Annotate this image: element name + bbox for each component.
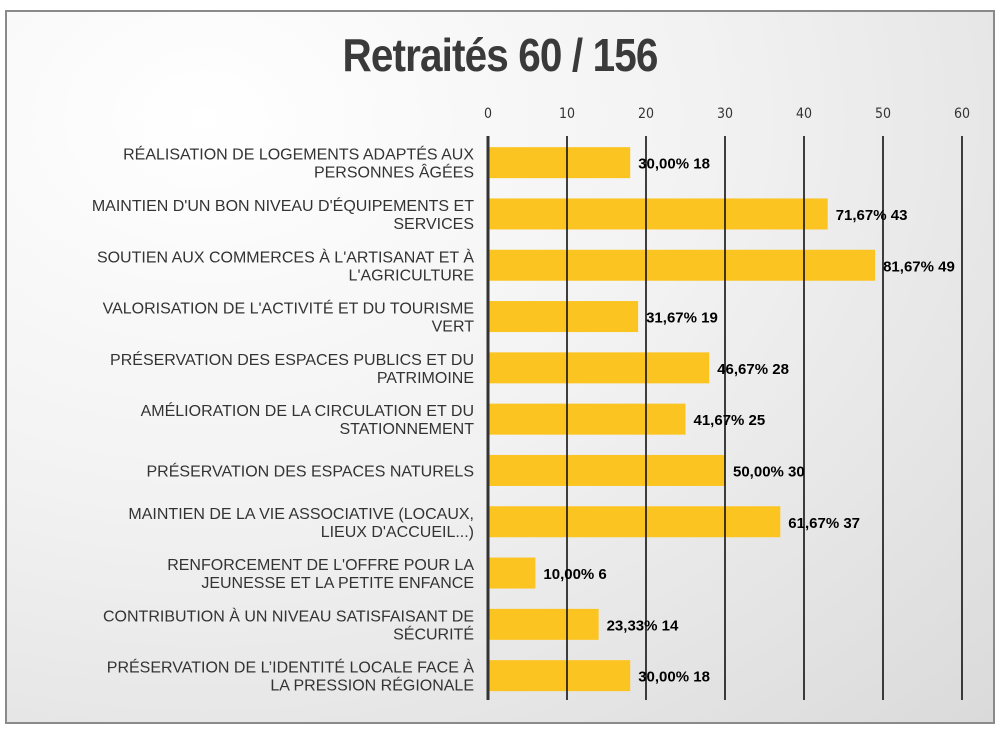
category-label: PATRIMOINE xyxy=(377,370,474,387)
data-label: 71,67% 43 xyxy=(836,207,908,224)
category-label: JEUNESSE ET LA PETITE ENFANCE xyxy=(201,575,474,592)
category-label: LIEUX D'ACCUEIL...) xyxy=(321,524,474,541)
bar xyxy=(488,557,536,589)
data-label: 10,00% 6 xyxy=(543,566,606,583)
x-tick-label: 10 xyxy=(559,106,575,122)
bar xyxy=(488,403,686,435)
category-label: VERT xyxy=(432,319,475,336)
category-label: AMÉLIORATION DE LA CIRCULATION ET DU xyxy=(141,401,474,420)
x-tick-label: 20 xyxy=(638,106,654,122)
category-label: MAINTIEN DE LA VIE ASSOCIATIVE (LOCAUX, xyxy=(128,506,474,523)
x-tick-label: 30 xyxy=(717,106,733,122)
category-label: PRÉSERVATION DE L’IDENTITÉ LOCALE FACE À xyxy=(107,658,475,677)
x-tick-label: 60 xyxy=(954,106,970,122)
bar xyxy=(488,249,876,281)
bar xyxy=(488,454,725,486)
category-label: L'AGRICULTURE xyxy=(349,267,474,284)
data-label: 81,67% 49 xyxy=(883,258,955,275)
data-label: 30,00% 18 xyxy=(638,156,710,173)
data-label: 31,67% 19 xyxy=(646,310,718,327)
bar xyxy=(488,352,710,384)
category-label: CONTRIBUTION À UN NIVEAU SATISFAISANT DE xyxy=(103,606,474,625)
category-label: SERVICES xyxy=(393,216,474,233)
bar xyxy=(488,198,828,230)
data-label: 61,67% 37 xyxy=(788,515,860,532)
bar xyxy=(488,660,631,692)
category-label: RÉALISATION DE LOGEMENTS ADAPTÉS AUX xyxy=(123,145,474,164)
category-label: PERSONNES ÂGÉES xyxy=(314,163,474,182)
data-label: 41,67% 25 xyxy=(694,412,766,429)
bar xyxy=(488,608,599,640)
category-label: VALORISATION DE L'ACTIVITÉ ET DU TOURISM… xyxy=(103,299,474,318)
category-label: RENFORCEMENT DE L'OFFRE POUR LA xyxy=(167,557,474,574)
category-label: PRÉSERVATION DES ESPACES NATURELS xyxy=(147,461,475,480)
category-label: PRÉSERVATION DES ESPACES PUBLICS ET DU xyxy=(110,350,474,369)
chart-title: Retraités 60 / 156 xyxy=(342,29,659,81)
bar xyxy=(488,301,639,333)
x-tick-label: 0 xyxy=(484,106,492,122)
x-tick-label: 40 xyxy=(796,106,812,122)
x-tick-label: 50 xyxy=(875,106,891,122)
data-label: 23,33% 14 xyxy=(607,617,679,634)
category-label: MAINTIEN D'UN BON NIVEAU D'ÉQUIPEMENTS E… xyxy=(92,196,474,215)
data-label: 30,00% 18 xyxy=(638,669,710,686)
category-label: STATIONNEMENT xyxy=(339,421,474,438)
bar xyxy=(488,147,631,179)
category-label: SÉCURITÉ xyxy=(393,624,474,643)
category-label: SOUTIEN AUX COMMERCES À L'ARTISANAT ET À xyxy=(97,247,474,266)
data-label: 46,67% 28 xyxy=(717,361,789,378)
bar xyxy=(488,506,781,538)
data-label: 50,00% 30 xyxy=(733,463,805,480)
category-label: LA PRESSION RÉGIONALE xyxy=(270,676,474,695)
